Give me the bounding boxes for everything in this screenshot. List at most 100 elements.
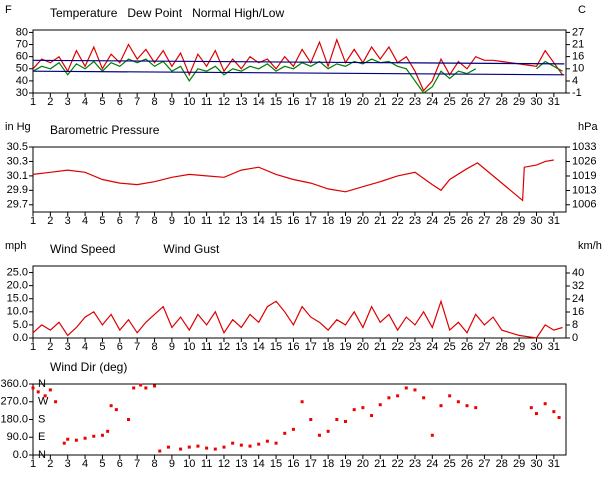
x-tick-label: 7 <box>134 215 140 227</box>
wind-dir-point <box>83 436 87 440</box>
y-tick-label: 270.0 <box>0 396 28 408</box>
x-tick-label: 24 <box>426 458 438 470</box>
y2-tick-label: 16 <box>572 306 584 318</box>
wind-dir-point <box>430 433 434 437</box>
wind-dir-point <box>370 414 374 418</box>
y2-tick-label: 24 <box>572 293 584 305</box>
y2-tick-label: 1033 <box>572 141 596 153</box>
x-tick-label: 13 <box>235 215 247 227</box>
x-tick-label: 23 <box>409 341 421 353</box>
x-tick-label: 13 <box>235 96 247 108</box>
x-tick-label: 1 <box>30 96 36 108</box>
x-tick-label: 23 <box>409 96 421 108</box>
wind-dir-point <box>43 394 47 398</box>
wind-dir-point <box>213 447 217 451</box>
x-tick-label: 12 <box>218 96 230 108</box>
series-line <box>32 58 476 94</box>
wind-dir-point <box>74 438 78 442</box>
legend-entry: Temperature <box>50 6 118 20</box>
x-tick-label: 17 <box>305 341 317 353</box>
wind-dir-point <box>552 410 556 414</box>
x-tick-label: 6 <box>117 341 123 353</box>
y2-tick-label: 0 <box>572 332 578 344</box>
x-tick-label: 24 <box>426 341 438 353</box>
y2-tick-label: 8 <box>572 319 578 331</box>
wind-dir-point <box>465 404 469 408</box>
x-tick-label: 8 <box>151 96 157 108</box>
y-tick-label: 10.0 <box>7 306 28 318</box>
x-tick-label: 24 <box>426 96 438 108</box>
wind-dir-point <box>326 429 330 433</box>
wind-dir-point <box>283 431 287 435</box>
plot-frame <box>32 265 567 339</box>
y-tick-label: 90.0 <box>7 431 28 443</box>
x-tick-label: 29 <box>513 458 525 470</box>
x-tick-label: 15 <box>270 96 282 108</box>
wind-dir-point <box>166 445 170 449</box>
x-tick-label: 22 <box>391 96 403 108</box>
x-tick-label: 6 <box>117 215 123 227</box>
x-tick-label: 12 <box>218 458 230 470</box>
y2-tick-label: 32 <box>572 280 584 292</box>
x-tick-label: 29 <box>513 215 525 227</box>
wind-dir-point <box>257 442 261 446</box>
x-tick-label: 3 <box>65 341 71 353</box>
x-tick-label: 20 <box>357 96 369 108</box>
wind-dir-point <box>109 404 113 408</box>
x-tick-label: 27 <box>478 458 490 470</box>
y2-tick-label: 16 <box>572 51 584 63</box>
x-tick-label: 15 <box>270 341 282 353</box>
y2-axis-label: C <box>578 4 586 16</box>
x-tick-label: 22 <box>391 458 403 470</box>
y-tick-label: 30 <box>16 87 28 99</box>
y-axis-label: mph <box>5 240 26 252</box>
y-axis-label: in Hg <box>5 121 31 133</box>
wind-dir-point <box>158 449 162 453</box>
wind-dir-point <box>92 434 96 438</box>
x-tick-label: 8 <box>151 215 157 227</box>
wind-dir-point <box>378 403 382 407</box>
x-tick-label: 3 <box>65 215 71 227</box>
x-tick-label: 1 <box>30 341 36 353</box>
x-tick-label: 23 <box>409 458 421 470</box>
compass-label: W <box>38 396 49 408</box>
wind-dir-point <box>387 396 391 400</box>
x-tick-label: 27 <box>478 96 490 108</box>
plot-frame <box>32 146 567 213</box>
wind-dir-point <box>54 400 58 404</box>
wind-dir-point <box>291 427 295 431</box>
x-tick-label: 26 <box>461 458 473 470</box>
wind-dir-point <box>132 386 136 390</box>
x-tick-label: 7 <box>134 341 140 353</box>
x-tick-label: 15 <box>270 215 282 227</box>
x-tick-label: 19 <box>339 341 351 353</box>
y-tick-label: 360.0 <box>0 378 28 390</box>
y2-tick-label: 1026 <box>572 155 596 167</box>
x-tick-label: 26 <box>461 96 473 108</box>
x-tick-label: 29 <box>513 341 525 353</box>
x-tick-label: 26 <box>461 215 473 227</box>
wind-dir-point <box>534 412 538 416</box>
x-tick-label: 2 <box>47 458 53 470</box>
y-tick-label: 30.5 <box>7 141 28 153</box>
x-tick-label: 10 <box>183 215 195 227</box>
x-tick-label: 5 <box>99 458 105 470</box>
series-line <box>32 59 565 65</box>
y-tick-label: 180.0 <box>0 413 28 425</box>
compass-label: E <box>38 431 45 443</box>
x-tick-label: 21 <box>374 458 386 470</box>
x-tick-label: 25 <box>444 341 456 353</box>
x-tick-label: 30 <box>530 458 542 470</box>
x-tick-label: 4 <box>82 96 88 108</box>
wind-dir-point <box>413 388 417 392</box>
x-tick-label: 25 <box>444 96 456 108</box>
x-tick-label: 7 <box>134 96 140 108</box>
x-tick-label: 14 <box>253 215 265 227</box>
x-tick-label: 17 <box>305 458 317 470</box>
x-tick-label: 6 <box>117 96 123 108</box>
x-tick-label: 25 <box>444 458 456 470</box>
x-tick-label: 12 <box>218 215 230 227</box>
wind-dir-point <box>205 446 209 450</box>
compass-label: S <box>38 413 45 425</box>
wind-dir-point <box>62 441 66 445</box>
